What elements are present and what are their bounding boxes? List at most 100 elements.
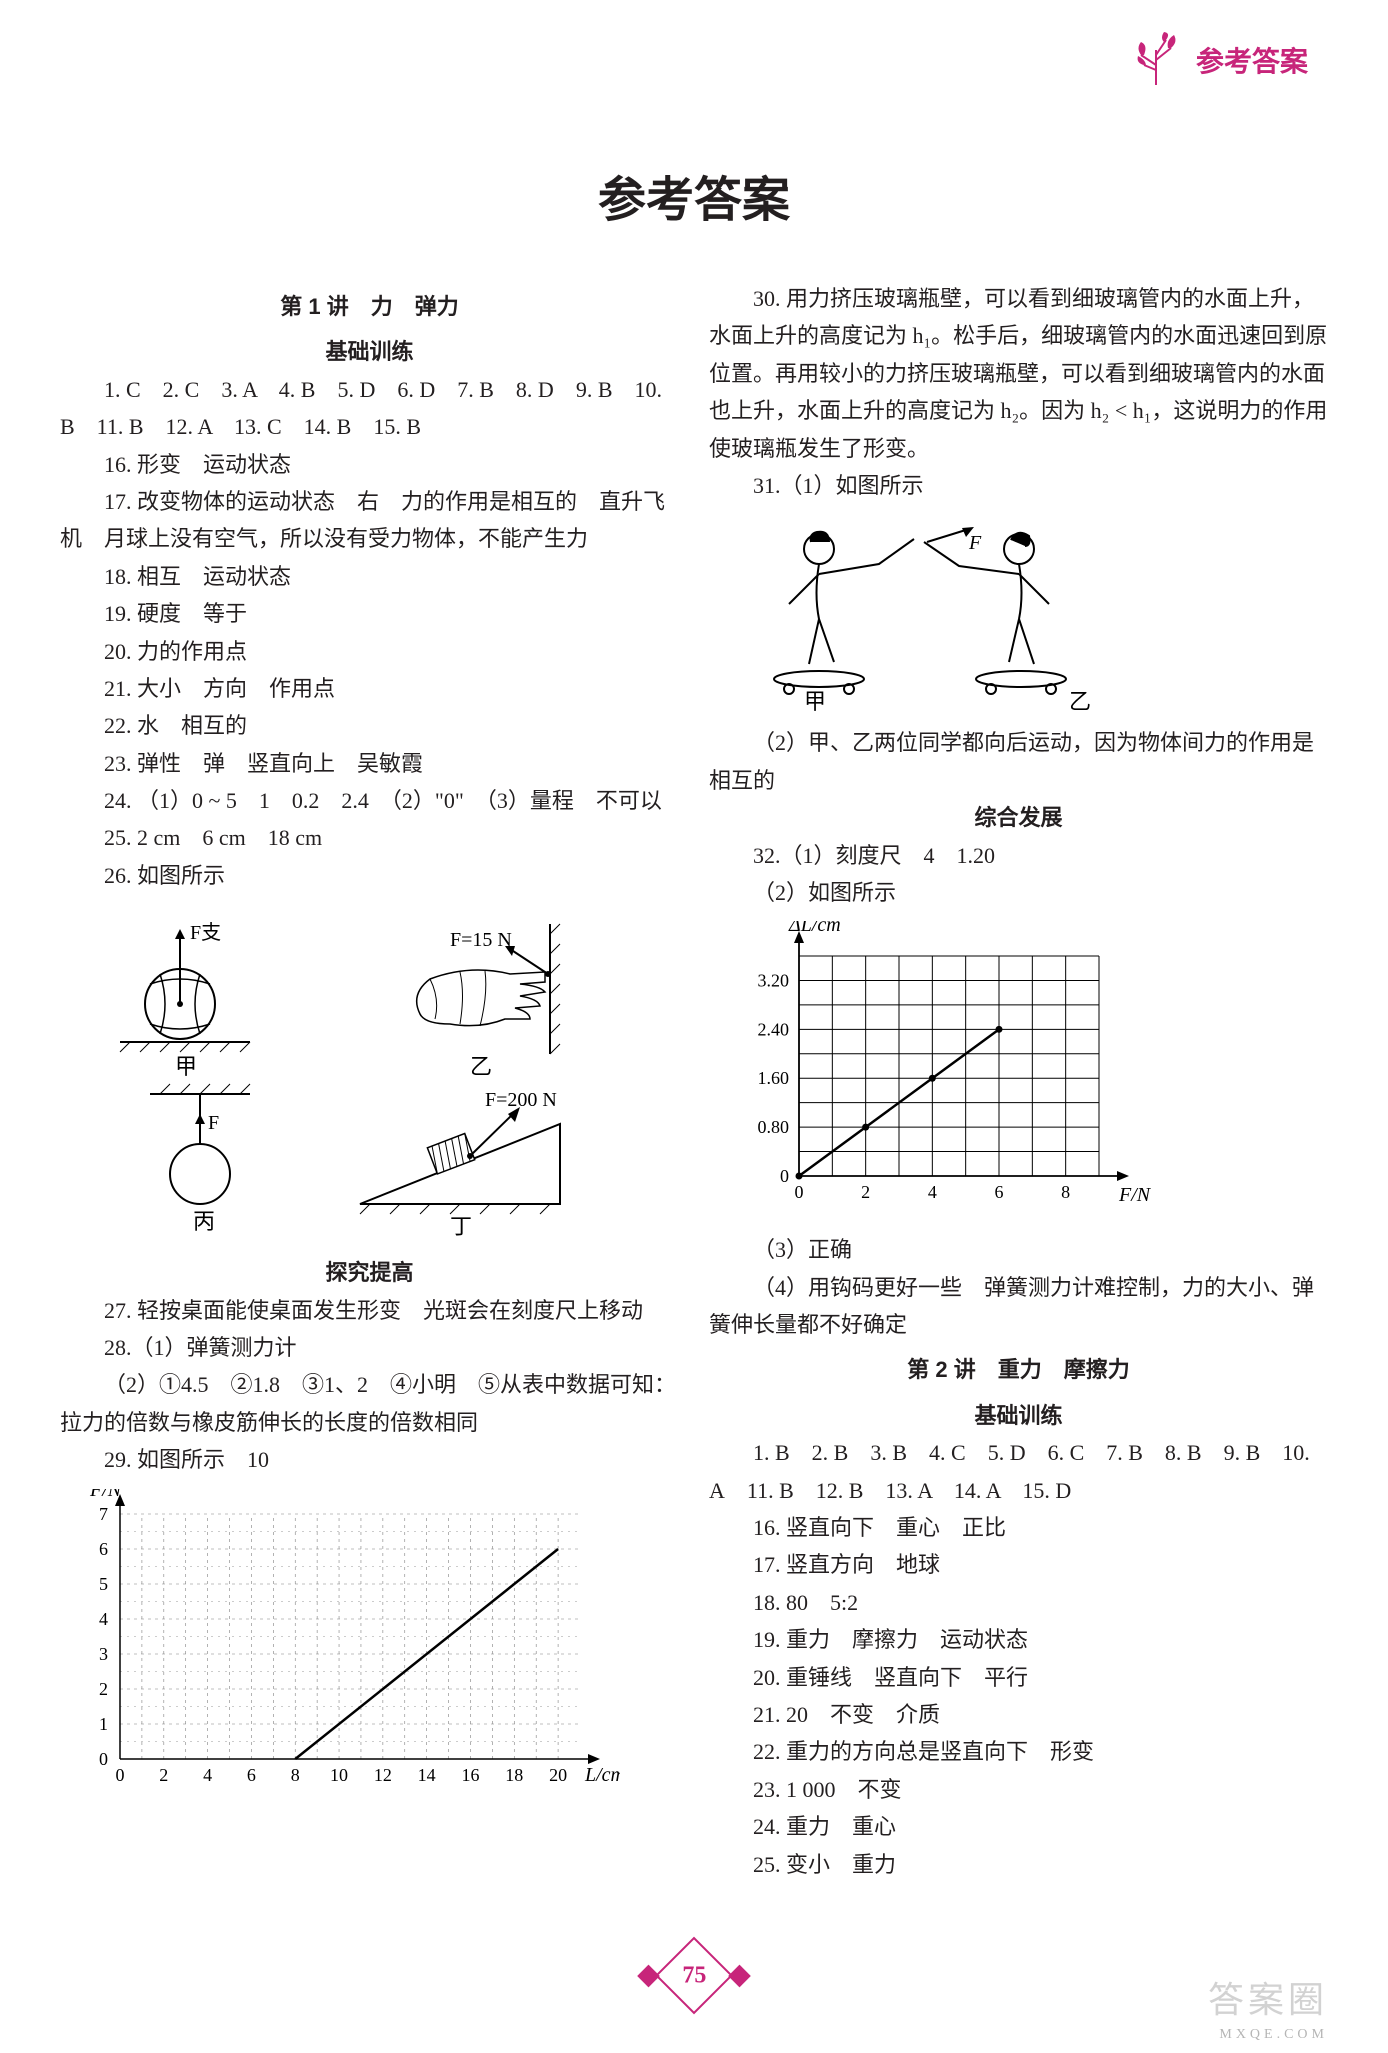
page-number: 75 — [682, 1962, 706, 1989]
page-title: 参考答案 — [60, 160, 1328, 230]
page-number-box: 75 — [655, 1937, 733, 2015]
ans-28-2: （2）①4.5 ②1.8 ③1、2 ④小明 ⑤从表中数据可知：拉力的倍数与橡皮筋… — [60, 1366, 679, 1441]
ans-26: 26. 如图所示 — [60, 857, 679, 894]
svg-text:F/N: F/N — [1118, 1184, 1152, 1206]
left-column: 第 1 讲 力 弹力 基础训练 1. C 2. C 3. A 4. B 5. D… — [60, 280, 679, 1883]
ans-21: 21. 大小 方向 作用点 — [60, 670, 679, 707]
l2-a22: 22. 重力的方向总是竖直向下 形变 — [709, 1733, 1328, 1770]
content-columns: 第 1 讲 力 弹力 基础训练 1. C 2. C 3. A 4. B 5. D… — [60, 280, 1328, 1883]
watermark-2: MXQE.COM — [1219, 2027, 1328, 2043]
svg-text:7: 7 — [99, 1504, 108, 1524]
ans-32-2: （2）如图所示 — [709, 874, 1328, 911]
l2-a20: 20. 重锤线 竖直向下 平行 — [709, 1659, 1328, 1696]
ding-label: 丁 — [450, 1214, 472, 1239]
right-column: 30. 用力挤压玻璃瓶壁，可以看到细玻璃管内的水面上升，水面上升的高度记为 h₁… — [709, 280, 1328, 1883]
chart-32: 0 2 4 6 8 0 0.80 1.60 2.40 3.20 F/N ΔL/cm — [709, 921, 1328, 1221]
svg-text:4: 4 — [203, 1765, 212, 1785]
watermark-1: 答案圈 — [1208, 1971, 1328, 2023]
ans-32-4: （4）用钩码更好一些 弹簧测力计难控制，力的大小、弹簧伸长量都不好确定 — [709, 1269, 1328, 1344]
svg-text:1.60: 1.60 — [758, 1069, 790, 1089]
ans-20: 20. 力的作用点 — [60, 633, 679, 670]
lesson1-title: 第 1 讲 力 弹力 — [60, 288, 679, 325]
l2-a17: 17. 竖直方向 地球 — [709, 1546, 1328, 1583]
lesson2-basic: 基础训练 — [709, 1397, 1328, 1434]
skate-right-label: 乙 — [1069, 689, 1091, 714]
svg-text:L/cm: L/cm — [584, 1764, 620, 1786]
skating-svg: 甲 乙 F — [709, 514, 1129, 714]
header-label: 参考答案 — [1196, 40, 1308, 80]
diamond-icon — [728, 1964, 751, 1987]
svg-text:0.80: 0.80 — [758, 1117, 790, 1137]
svg-text:ΔL/cm: ΔL/cm — [788, 921, 841, 936]
force-diagrams-svg: F支 甲 F=15 N 乙 — [60, 904, 620, 1244]
bing-force: F — [208, 1112, 219, 1134]
leaf-icon — [1126, 30, 1186, 90]
svg-text:20: 20 — [549, 1765, 567, 1785]
ans-16: 16. 形变 运动状态 — [60, 446, 679, 483]
lesson1-explore: 探究提高 — [60, 1254, 679, 1291]
l2-a18: 18. 80 5:2 — [709, 1584, 1328, 1621]
svg-text:12: 12 — [374, 1765, 392, 1785]
l2-a25: 25. 变小 重力 — [709, 1846, 1328, 1883]
svg-text:2.40: 2.40 — [758, 1020, 790, 1040]
chart-29: 0246810121416182001234567L/cmF/N — [60, 1489, 679, 1799]
svg-text:4: 4 — [99, 1609, 108, 1629]
svg-text:5: 5 — [99, 1574, 108, 1594]
l2-a23: 23. 1 000 不变 — [709, 1771, 1328, 1808]
ans-22: 22. 水 相互的 — [60, 707, 679, 744]
l2-a21: 21. 20 不变 介质 — [709, 1696, 1328, 1733]
yi-force: F=15 N — [450, 929, 512, 951]
jia-label: 甲 — [175, 1054, 197, 1079]
yi-label: 乙 — [470, 1054, 492, 1079]
ans-17: 17. 改变物体的运动状态 右 力的作用是相互的 直升飞机 月球上没有空气，所以… — [60, 483, 679, 558]
svg-text:14: 14 — [418, 1765, 436, 1785]
bing-label: 丙 — [193, 1209, 215, 1234]
page-header: 参考答案 — [1126, 30, 1308, 90]
sub-comp: 综合发展 — [709, 799, 1328, 836]
svg-text:6: 6 — [247, 1765, 256, 1785]
svg-text:F/N: F/N — [89, 1489, 123, 1501]
ans-23: 23. 弹性 弹 竖直向上 吴敏霞 — [60, 745, 679, 782]
svg-text:1: 1 — [99, 1714, 108, 1734]
ans-24: 24. （1）0 ~ 5 1 0.2 2.4 （2）"0" （3）量程 不可以 — [60, 782, 679, 819]
ans-27: 27. 轻按桌面能使桌面发生形变 光斑会在刻度尺上移动 — [60, 1292, 679, 1329]
svg-text:6: 6 — [995, 1182, 1004, 1202]
lesson1-mcq: 1. C 2. C 3. A 4. B 5. D 6. D 7. B 8. D … — [60, 371, 679, 446]
l2-a16: 16. 竖直向下 重心 正比 — [709, 1509, 1328, 1546]
jia-force: F支 — [190, 921, 221, 944]
svg-text:0: 0 — [795, 1182, 804, 1202]
svg-text:2: 2 — [99, 1679, 108, 1699]
ans-32-3: （3）正确 — [709, 1231, 1328, 1268]
ans-31-2: （2）甲、乙两位同学都向后运动，因为物体间力的作用是相互的 — [709, 724, 1328, 799]
svg-text:0: 0 — [780, 1166, 789, 1186]
lesson2-title: 第 2 讲 重力 摩擦力 — [709, 1351, 1328, 1388]
ans-29: 29. 如图所示 10 — [60, 1441, 679, 1478]
ans-25: 25. 2 cm 6 cm 18 cm — [60, 819, 679, 856]
svg-text:2: 2 — [861, 1182, 870, 1202]
diagram-26: F支 甲 F=15 N 乙 — [60, 904, 679, 1244]
ans-31-1: 31.（1）如图所示 — [709, 467, 1328, 504]
skate-force: F — [968, 532, 982, 554]
chart-32-svg: 0 2 4 6 8 0 0.80 1.60 2.40 3.20 F/N ΔL/cm — [709, 921, 1169, 1221]
skate-left-label: 甲 — [804, 689, 826, 714]
svg-text:16: 16 — [461, 1765, 479, 1785]
svg-text:0: 0 — [99, 1749, 108, 1769]
svg-text:8: 8 — [1061, 1182, 1070, 1202]
ding-force: F=200 N — [485, 1089, 557, 1111]
skating-diagram: 甲 乙 F — [709, 514, 1328, 714]
svg-text:2: 2 — [159, 1765, 168, 1785]
ans-18: 18. 相互 运动状态 — [60, 558, 679, 595]
chart-29-svg: 0246810121416182001234567L/cmF/N — [60, 1489, 620, 1799]
svg-text:8: 8 — [291, 1765, 300, 1785]
svg-text:3: 3 — [99, 1644, 108, 1664]
svg-text:18: 18 — [505, 1765, 523, 1785]
ans-19: 19. 硬度 等于 — [60, 595, 679, 632]
ans-32-1: 32.（1）刻度尺 4 1.20 — [709, 837, 1328, 874]
svg-text:0: 0 — [116, 1765, 125, 1785]
svg-text:6: 6 — [99, 1539, 108, 1559]
svg-text:10: 10 — [330, 1765, 348, 1785]
l2-a19: 19. 重力 摩擦力 运动状态 — [709, 1621, 1328, 1658]
svg-text:3.20: 3.20 — [758, 971, 790, 991]
svg-text:4: 4 — [928, 1182, 937, 1202]
l2-a24: 24. 重力 重心 — [709, 1808, 1328, 1845]
